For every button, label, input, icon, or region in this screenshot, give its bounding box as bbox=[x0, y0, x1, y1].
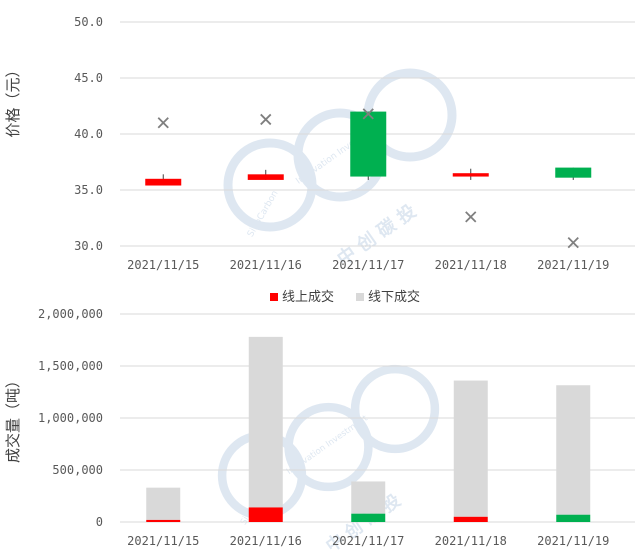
price-x-tick-label: 2021/11/16 bbox=[230, 258, 302, 272]
offline-price-marker bbox=[465, 211, 477, 223]
price-y-axis-label: 价格（元） bbox=[4, 62, 22, 137]
offline-volume-bar bbox=[248, 336, 283, 508]
price-y-tick-label: 40.0 bbox=[74, 127, 103, 141]
price-x-tick-label: 2021/11/18 bbox=[435, 258, 507, 272]
offline-volume-bar bbox=[351, 481, 386, 514]
offline-price-marker bbox=[260, 113, 272, 126]
watermark-en-text: SinoCarbon bbox=[246, 189, 281, 239]
candle-body bbox=[555, 167, 592, 178]
price-markers bbox=[157, 108, 579, 249]
candle-body bbox=[145, 178, 182, 186]
volume-bars bbox=[146, 336, 591, 522]
legend-swatch-online bbox=[270, 293, 278, 301]
volume-y-tick-label: 0 bbox=[96, 515, 103, 529]
volume-y-ticks: 2,000,000 1,500,000 1,000,000 500,000 0 bbox=[38, 307, 103, 529]
price-y-tick-label: 45.0 bbox=[74, 71, 103, 85]
volume-x-tick-label: 2021/11/15 bbox=[127, 534, 199, 548]
price-x-ticks: 2021/11/15 2021/11/16 2021/11/17 2021/11/18… bbox=[127, 258, 609, 272]
offline-volume-bar bbox=[453, 380, 488, 517]
price-gridlines bbox=[120, 21, 635, 247]
online-volume-bar bbox=[248, 507, 283, 522]
volume-y-tick-label: 500,000 bbox=[52, 463, 103, 477]
volume-x-tick-label: 2021/11/17 bbox=[332, 534, 404, 548]
volume-y-tick-label: 1,500,000 bbox=[38, 359, 103, 373]
offline-volume-bar bbox=[556, 385, 591, 515]
volume-chart: 线上成交 线下成交 2,000,000 1,500,000 1,000,000 500… bbox=[4, 289, 635, 548]
price-x-tick-label: 2021/11/17 bbox=[332, 258, 404, 272]
offline-price-marker bbox=[567, 237, 579, 249]
volume-x-tick-label: 2021/11/18 bbox=[435, 534, 507, 548]
price-x-tick-label: 2021/11/15 bbox=[127, 258, 199, 272]
price-y-tick-label: 35.0 bbox=[74, 183, 103, 197]
legend-swatch-offline bbox=[356, 293, 364, 301]
price-y-tick-label: 30.0 bbox=[74, 239, 103, 253]
price-candles bbox=[145, 111, 592, 186]
online-volume-bar bbox=[351, 513, 386, 522]
online-volume-bar bbox=[146, 519, 181, 522]
candle-body bbox=[247, 174, 284, 180]
watermark-ring bbox=[350, 364, 440, 454]
watermark-ring bbox=[284, 402, 373, 492]
price-y-tick-label: 50.0 bbox=[74, 15, 103, 29]
offline-volume-bar bbox=[146, 487, 181, 520]
volume-legend: 线上成交 线下成交 bbox=[270, 289, 420, 305]
online-volume-bar bbox=[453, 516, 488, 522]
legend-label-online: 线上成交 bbox=[282, 289, 334, 305]
candle-body bbox=[452, 173, 489, 177]
volume-y-tick-label: 2,000,000 bbox=[38, 307, 103, 321]
volume-x-tick-label: 2021/11/19 bbox=[537, 534, 609, 548]
volume-x-tick-label: 2021/11/16 bbox=[230, 534, 302, 548]
price-y-ticks: 50.0 45.0 40.0 35.0 30.0 bbox=[74, 15, 103, 253]
volume-y-axis-label: 成交量（吨） bbox=[4, 373, 22, 463]
offline-price-marker bbox=[157, 117, 169, 129]
offline-price-marker bbox=[362, 108, 374, 120]
legend-label-offline: 线下成交 bbox=[368, 289, 420, 305]
price-chart: 50.045.040.035.030.0 2021/11/15 2021/11/1… bbox=[4, 15, 635, 272]
online-volume-bar bbox=[556, 514, 591, 522]
candle-body bbox=[350, 111, 387, 177]
price-x-tick-label: 2021/11/19 bbox=[537, 258, 609, 272]
volume-x-ticks: 2021/11/15 2021/11/16 2021/11/17 2021/11/18… bbox=[127, 534, 609, 548]
volume-y-tick-label: 1,000,000 bbox=[38, 411, 103, 425]
